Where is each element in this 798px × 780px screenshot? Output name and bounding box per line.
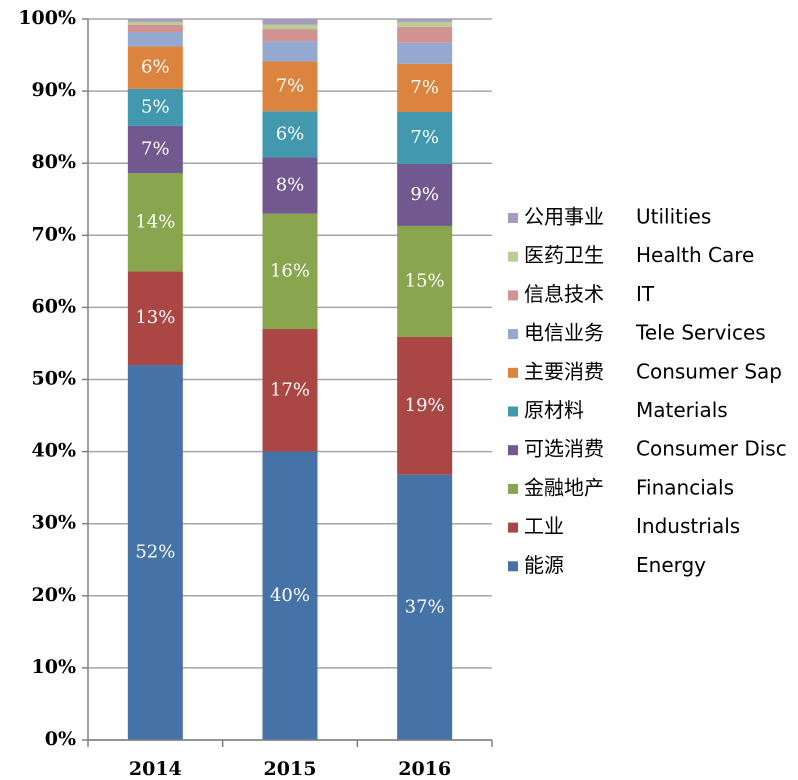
legend-label: 主要消费 <box>524 359 604 383</box>
y-tick-label: 10% <box>32 656 77 678</box>
bar-segment <box>127 21 183 25</box>
legend-label: 原材料 <box>524 398 584 422</box>
legend-label: 电信业务 <box>524 321 604 345</box>
bar-segment <box>127 88 183 126</box>
bar-segment <box>397 474 453 740</box>
data-label: 7% <box>410 77 439 98</box>
legend-label-en: Financials <box>636 475 734 499</box>
legend-marker <box>508 406 518 417</box>
data-label: 7% <box>276 75 305 96</box>
legend-label: 能源 <box>524 553 564 577</box>
legend-marker <box>508 251 518 262</box>
data-label: 6% <box>141 57 170 78</box>
bar-segment <box>262 157 318 214</box>
data-label: 16% <box>270 260 310 281</box>
y-tick-label: 60% <box>32 295 77 317</box>
legend-label: 工业 <box>524 514 564 538</box>
y-tick-label: 100% <box>18 7 76 29</box>
bar-segment <box>397 225 453 337</box>
y-tick-label: 90% <box>32 79 77 101</box>
bar-segment <box>127 19 183 22</box>
bar-segment <box>262 213 318 330</box>
bar-segment <box>397 112 453 164</box>
data-label: 17% <box>270 379 310 400</box>
legend-label-en: Materials <box>636 398 728 422</box>
data-label: 9% <box>410 184 439 205</box>
legend-label-en: Tele Services <box>635 321 766 345</box>
bar-segment <box>397 26 453 43</box>
data-label: 15% <box>405 270 445 291</box>
legend-label-en: Energy <box>636 553 706 577</box>
bar-segment <box>397 19 453 22</box>
bar-segment <box>262 111 318 158</box>
bar-segment <box>127 173 183 272</box>
legend-label-en: Consumer Disc <box>636 437 787 461</box>
y-tick-label: 80% <box>32 151 77 173</box>
data-label: 37% <box>405 596 445 617</box>
data-label: 5% <box>141 96 170 117</box>
bar-segment <box>127 271 183 366</box>
data-label: 7% <box>410 127 439 148</box>
data-label: 7% <box>141 139 170 160</box>
bar-segment <box>262 451 318 740</box>
legend-marker <box>508 483 518 494</box>
bar-segment <box>262 19 318 25</box>
legend-marker <box>508 329 518 340</box>
legend-label-en: Industrials <box>636 514 740 538</box>
bar-segment <box>397 163 453 226</box>
legend-marker <box>508 445 518 456</box>
legend-marker <box>508 213 518 223</box>
bar-segment <box>262 24 318 30</box>
bar-segment <box>127 365 183 740</box>
legend-marker <box>508 290 518 301</box>
legend-marker <box>508 522 518 533</box>
y-tick-label: 0% <box>45 728 76 750</box>
data-label: 52% <box>135 542 175 563</box>
y-tick-label: 20% <box>32 584 77 606</box>
legend-label: 金融地产 <box>524 475 604 499</box>
bar-segment <box>397 63 453 113</box>
data-label: 6% <box>276 123 305 144</box>
y-tick-label: 40% <box>32 440 77 462</box>
legend-label: 可选消费 <box>524 437 604 461</box>
data-label: 40% <box>270 585 310 606</box>
x-tick-label: 2015 <box>264 758 317 780</box>
legend-marker <box>508 561 518 572</box>
legend-label-en: Utilities <box>636 205 711 229</box>
legend-label-en: Consumer Sap <box>636 359 782 383</box>
data-label: 8% <box>276 175 305 196</box>
legend-marker <box>508 367 518 378</box>
y-tick-label: 30% <box>32 512 77 534</box>
bar-segment <box>127 31 183 47</box>
data-label: 14% <box>135 211 175 232</box>
bar-segment <box>262 41 318 62</box>
data-label: 19% <box>405 395 445 416</box>
y-tick-label: 50% <box>32 368 77 390</box>
bar-segment <box>127 46 183 89</box>
legend-label-en: IT <box>636 282 655 306</box>
legend-label: 公用事业 <box>524 205 604 229</box>
data-label: 13% <box>135 307 175 328</box>
legend-label: 医药卫生 <box>524 243 604 267</box>
x-tick-label: 2014 <box>129 758 182 780</box>
bar-segment <box>262 61 318 112</box>
legend-label: 信息技术 <box>524 282 604 306</box>
x-tick-label: 2016 <box>398 758 451 780</box>
bar-segment <box>127 24 183 32</box>
bar-segment <box>127 125 183 174</box>
bar-segment <box>262 329 318 452</box>
y-tick-label: 70% <box>32 223 77 245</box>
legend-label-en: Health Care <box>636 243 754 267</box>
bar-segment <box>397 42 453 64</box>
bar-segment <box>262 29 318 42</box>
bar-segment <box>397 336 453 475</box>
bar-segment <box>397 21 453 27</box>
